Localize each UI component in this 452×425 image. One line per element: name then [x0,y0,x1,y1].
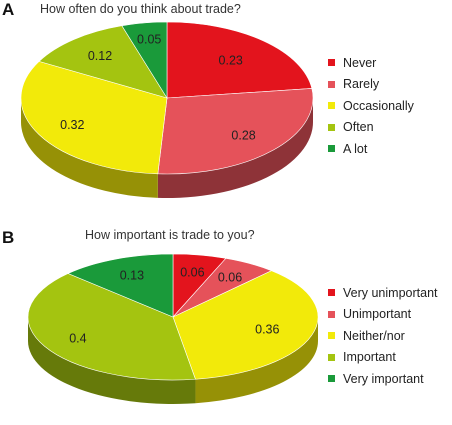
legend-item: Neither/nor [328,325,438,347]
pie-slice-important [27,273,196,381]
legend-item: Never [328,52,414,74]
legend-swatch [328,102,335,110]
pie-slice-occasionally [20,61,168,175]
legend-swatch [328,145,335,153]
legend-item: Important [328,347,438,369]
panel-letter: A [2,0,15,19]
pie-slice-rarely [157,88,314,175]
legend-label: Very unimportant [343,285,438,300]
legend-swatch [328,375,335,383]
pie-slice-never [166,21,313,99]
legend-swatch [328,123,335,131]
data-label: 0.4 [69,332,86,346]
data-label: 0.06 [218,271,242,285]
legend-label: A lot [343,141,368,156]
pie-side-group [28,317,318,404]
legend-swatch [328,289,335,297]
legend-item: Unimportant [328,304,438,326]
legend-swatch [328,332,335,340]
legend-label: Occasionally [343,98,414,113]
legend: Never Rarely Occasionally Often A lot [328,52,414,160]
pie-top-group [20,21,314,175]
legend-label: Very important [343,371,424,386]
legend-item: A lot [328,138,414,160]
pie-slice-side [21,98,158,198]
pie-slice-side [157,98,313,199]
legend-item: Often [328,117,414,139]
legend-label: Important [343,350,396,365]
data-label: 0.12 [88,49,112,63]
legend-label: Unimportant [343,307,412,322]
pie-slice-side [28,317,196,404]
legend-swatch [328,310,335,318]
data-label: 0.13 [120,268,144,282]
data-label: 0.28 [231,129,255,143]
legend-swatch [328,59,335,67]
pie-slice-neither-nor [172,270,319,380]
legend-label: Rarely [343,77,380,92]
chart-title: How often do you think about trade? [40,2,241,16]
pie-chart-a: 0.23 0.28 0.32 0.12 0.05 [20,21,314,199]
pie-slice-side [195,317,318,404]
data-label: 0.32 [60,118,84,132]
legend-label: Never [343,55,377,70]
chart-panel-b: B How important is trade to you? 0.06 0.0… [0,212,452,425]
pie-chart-b: 0.06 0.06 0.36 0.4 0.13 [27,253,319,404]
chart-panel-a: A How often do you think about trade? 0.… [0,0,452,212]
pie-top-group [27,253,319,381]
legend-item: Rarely [328,74,414,96]
data-label: 0.06 [180,265,204,279]
data-label: 0.23 [219,53,243,67]
data-label: 0.05 [137,32,161,46]
legend: Very unimportant Unimportant Neither/nor Im… [328,282,438,390]
legend-swatch [328,353,335,361]
legend-swatch [328,80,335,88]
legend-item: Very important [328,368,438,390]
panel-letter: B [2,228,15,247]
pie-slice-often [38,25,168,99]
pie-slice-very-important [67,253,174,318]
pie-side-group [21,98,313,199]
legend-item: Occasionally [328,95,414,117]
legend-label: Often [343,120,374,135]
legend-label: Neither/nor [343,328,405,343]
pie-slice-a-lot [121,21,168,100]
legend-item: Very unimportant [328,282,438,304]
data-label: 0.36 [255,323,279,337]
chart-title: How important is trade to you? [85,228,255,242]
